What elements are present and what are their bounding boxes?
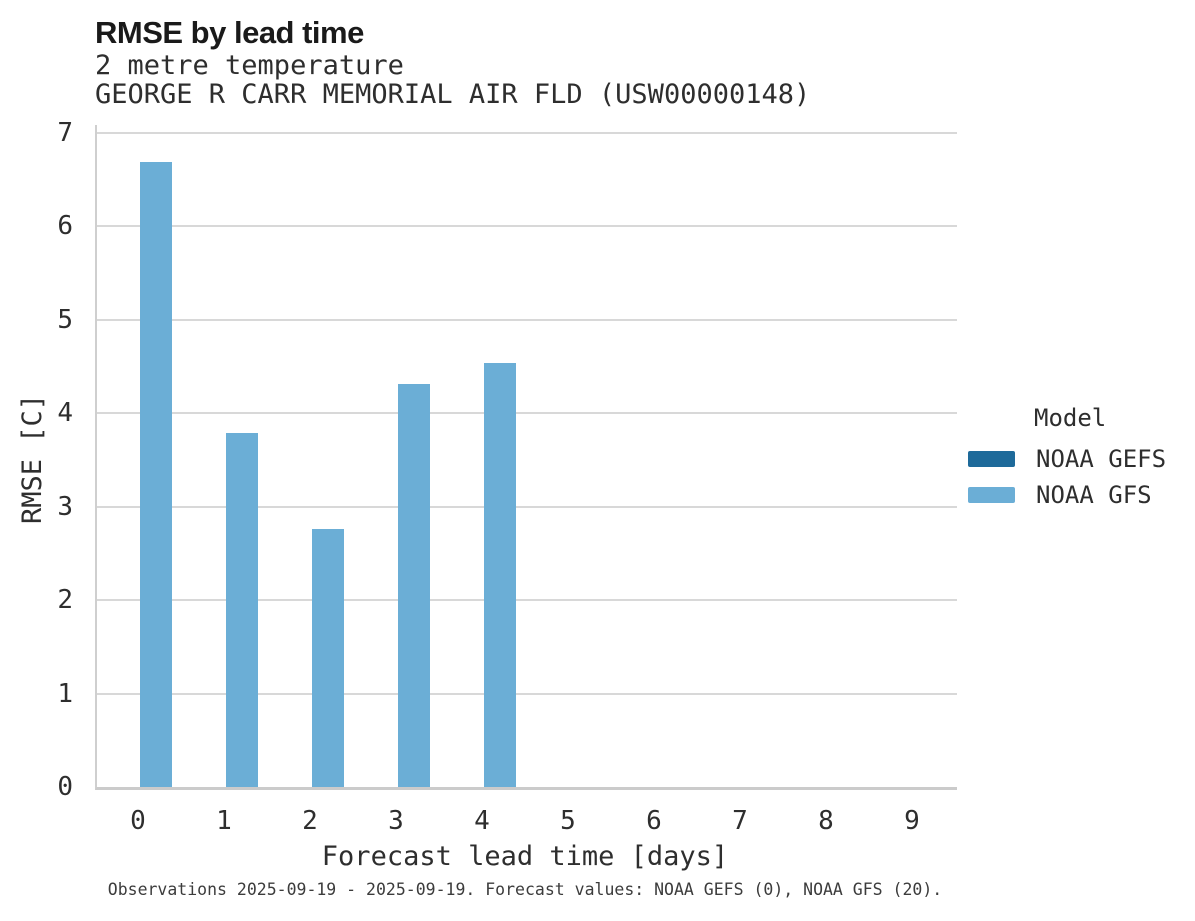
gridline bbox=[97, 131, 957, 134]
bar-noaa-gfs[interactable] bbox=[312, 529, 344, 787]
caption: Observations 2025-09-19 - 2025-09-19. Fo… bbox=[107, 880, 943, 899]
x-axis-tick-labels: 0 1 2 3 4 5 6 7 8 9 bbox=[95, 806, 955, 838]
gridline bbox=[97, 318, 957, 321]
chart-header: RMSE by lead time 2 metre temperature GE… bbox=[95, 15, 810, 109]
gridline bbox=[97, 412, 957, 415]
legend-items: NOAA GEFS NOAA GFS bbox=[968, 446, 1193, 508]
x-tick-label: 2 bbox=[302, 806, 318, 836]
gridline bbox=[97, 692, 957, 695]
legend-swatch-icon bbox=[968, 487, 1015, 503]
chart-subtitle-variable: 2 metre temperature bbox=[95, 50, 404, 81]
legend-item[interactable]: NOAA GFS bbox=[968, 482, 1193, 508]
legend: Model NOAA GEFS NOAA GFS bbox=[968, 404, 1193, 518]
x-tick-label: 8 bbox=[818, 806, 834, 836]
bar-noaa-gfs[interactable] bbox=[484, 362, 516, 787]
x-tick-label: 4 bbox=[474, 806, 490, 836]
x-tick-label: 3 bbox=[388, 806, 404, 836]
x-tick-label: 6 bbox=[646, 806, 662, 836]
legend-item[interactable]: NOAA GEFS bbox=[968, 446, 1193, 472]
gridline bbox=[97, 599, 957, 602]
y-tick-label: 4 bbox=[57, 398, 73, 429]
y-tick-label: 1 bbox=[57, 678, 73, 709]
y-axis-tick-labels: 0 1 2 3 4 5 6 7 bbox=[0, 120, 73, 800]
y-tick-label: 5 bbox=[57, 304, 73, 335]
chart-subtitle-station: GEORGE R CARR MEMORIAL AIR FLD (USW00000… bbox=[95, 79, 811, 110]
y-tick-label: 7 bbox=[57, 117, 73, 148]
plot-area bbox=[95, 125, 957, 790]
x-axis-title: Forecast lead time [days] bbox=[321, 841, 729, 872]
y-tick-label: 3 bbox=[57, 491, 73, 522]
bar-noaa-gfs[interactable] bbox=[398, 384, 430, 787]
legend-item-label: NOAA GEFS bbox=[1036, 445, 1167, 473]
y-tick-label: 2 bbox=[57, 585, 73, 616]
x-tick-label: 7 bbox=[732, 806, 748, 836]
y-tick-label: 6 bbox=[57, 211, 73, 242]
legend-title: Model bbox=[1034, 404, 1107, 432]
chart-title: RMSE by lead time bbox=[95, 15, 364, 50]
gridline bbox=[97, 505, 957, 508]
legend-item-label: NOAA GFS bbox=[1036, 481, 1152, 509]
x-tick-label: 5 bbox=[560, 806, 576, 836]
x-tick-label: 0 bbox=[130, 806, 146, 836]
x-tick-label: 1 bbox=[216, 806, 232, 836]
x-tick-label: 9 bbox=[904, 806, 920, 836]
legend-swatch-icon bbox=[968, 451, 1015, 467]
y-tick-label: 0 bbox=[57, 772, 73, 802]
gridline bbox=[97, 225, 957, 228]
bar-noaa-gfs[interactable] bbox=[140, 161, 172, 787]
bar-noaa-gfs[interactable] bbox=[226, 432, 258, 787]
